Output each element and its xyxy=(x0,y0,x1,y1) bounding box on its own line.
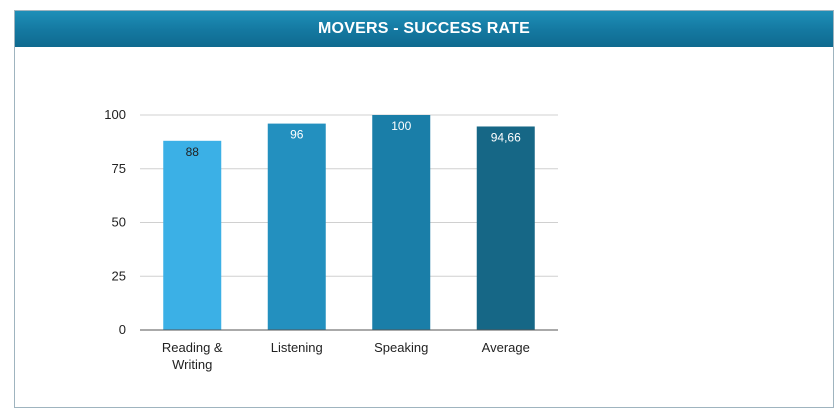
y-tick-label: 0 xyxy=(119,322,126,337)
bar xyxy=(476,126,535,330)
y-tick-label: 50 xyxy=(112,215,126,230)
x-axis-labels: Reading & Writing Listening Speaking Average xyxy=(162,340,530,372)
chart-title: MOVERS - SUCCESS RATE xyxy=(318,20,530,37)
x-category-label: Speaking xyxy=(374,340,428,355)
bars: 88 96 100 94,66 xyxy=(163,115,535,330)
x-category-label: Average xyxy=(482,340,530,355)
x-category-label: Listening xyxy=(271,340,323,355)
chart-header: MOVERS - SUCCESS RATE xyxy=(15,11,833,47)
chart-panel: MOVERS - SUCCESS RATE xyxy=(14,10,834,408)
bar-value-label: 96 xyxy=(290,128,304,142)
y-axis-ticks: 0 25 50 75 100 xyxy=(104,107,126,337)
bar xyxy=(267,123,326,330)
bar-value-label: 100 xyxy=(391,119,411,133)
bar xyxy=(163,140,222,330)
y-tick-label: 100 xyxy=(104,107,126,122)
y-tick-label: 75 xyxy=(112,161,126,176)
bar-value-label: 94,66 xyxy=(491,130,521,144)
x-category-label: Reading & xyxy=(162,340,223,355)
bar-value-label: 88 xyxy=(186,145,200,159)
y-tick-label: 25 xyxy=(112,268,126,283)
bar xyxy=(372,115,431,330)
x-category-label: Writing xyxy=(172,357,212,372)
